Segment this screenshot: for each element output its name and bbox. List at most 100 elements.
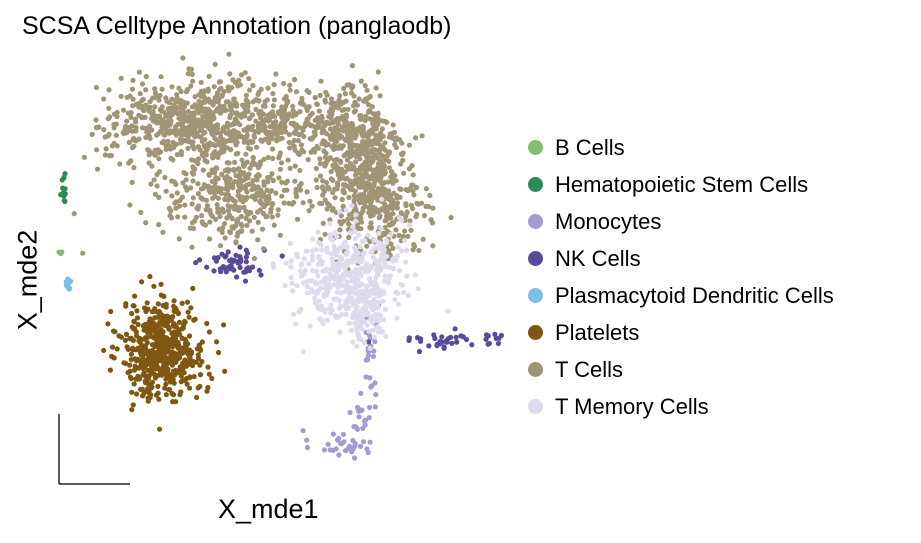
data-point xyxy=(141,336,147,342)
data-point xyxy=(338,213,344,219)
data-point xyxy=(147,127,153,133)
data-point xyxy=(154,172,160,178)
data-point xyxy=(385,205,391,211)
data-point xyxy=(261,179,267,185)
data-point xyxy=(364,283,370,290)
data-point xyxy=(253,106,259,113)
data-point xyxy=(227,229,233,235)
data-point xyxy=(379,328,386,334)
data-point xyxy=(421,213,428,219)
data-point xyxy=(271,97,277,103)
data-point xyxy=(244,222,250,228)
data-point xyxy=(343,119,349,125)
data-point xyxy=(168,121,174,127)
data-point xyxy=(135,376,141,382)
data-point xyxy=(163,188,169,194)
data-point xyxy=(204,97,210,103)
data-point xyxy=(158,349,164,356)
data-point xyxy=(352,218,359,224)
data-point xyxy=(277,127,283,133)
data-point xyxy=(334,124,340,130)
data-point xyxy=(161,359,167,365)
data-point xyxy=(137,91,143,97)
data-point xyxy=(271,82,277,88)
data-point xyxy=(385,179,391,185)
data-point xyxy=(281,80,287,87)
data-point xyxy=(166,109,173,115)
data-point xyxy=(355,226,361,232)
data-point xyxy=(189,362,196,369)
data-point xyxy=(174,152,180,158)
data-point xyxy=(383,213,390,219)
data-point xyxy=(183,177,189,183)
data-point xyxy=(188,83,194,89)
legend-item-b-cells: B Cells xyxy=(528,129,834,166)
data-point xyxy=(151,283,157,289)
data-point xyxy=(169,349,175,355)
data-point xyxy=(452,326,458,332)
data-point xyxy=(237,244,243,250)
data-point xyxy=(441,344,447,350)
data-point xyxy=(135,356,141,362)
data-point xyxy=(232,80,239,86)
data-point xyxy=(153,392,159,398)
series-t-cells xyxy=(71,51,454,273)
data-point xyxy=(209,213,215,219)
data-point xyxy=(341,85,347,92)
data-point xyxy=(245,108,251,115)
data-point xyxy=(247,218,253,224)
data-point xyxy=(339,124,346,130)
data-point xyxy=(376,230,382,237)
data-point xyxy=(211,84,217,90)
data-point xyxy=(379,164,386,170)
data-point xyxy=(323,89,329,95)
data-point xyxy=(321,447,327,453)
data-point xyxy=(134,101,140,108)
data-point xyxy=(370,254,376,260)
data-point xyxy=(155,301,161,307)
data-point xyxy=(390,266,396,272)
data-point xyxy=(67,285,73,292)
data-point xyxy=(210,184,216,190)
data-point xyxy=(329,136,335,142)
data-point xyxy=(126,139,132,146)
data-point xyxy=(300,200,306,206)
data-point xyxy=(358,298,364,304)
data-point xyxy=(364,322,370,328)
data-point xyxy=(371,167,377,173)
data-point xyxy=(197,372,204,378)
data-point xyxy=(197,118,204,124)
data-point xyxy=(353,284,359,290)
data-point xyxy=(140,356,146,362)
data-point xyxy=(312,299,318,306)
scatter-points xyxy=(56,51,504,461)
data-point xyxy=(328,169,334,175)
data-point xyxy=(289,201,295,207)
data-point xyxy=(102,152,108,158)
data-point xyxy=(382,231,388,237)
data-point xyxy=(198,134,204,140)
data-point xyxy=(405,233,411,239)
data-point xyxy=(122,360,129,366)
data-point xyxy=(296,131,302,138)
data-point xyxy=(255,209,261,215)
data-point xyxy=(281,200,287,206)
legend-label: Plasmacytoid Dendritic Cells xyxy=(555,282,834,308)
data-point xyxy=(247,146,253,152)
data-point xyxy=(170,322,177,328)
data-point xyxy=(297,167,303,174)
data-point xyxy=(156,156,162,162)
data-point xyxy=(356,289,362,295)
data-point xyxy=(354,304,360,310)
data-point xyxy=(355,313,361,319)
data-point xyxy=(147,99,153,105)
data-point xyxy=(406,335,412,341)
data-point xyxy=(135,321,141,328)
data-point xyxy=(225,208,231,214)
data-point xyxy=(416,348,423,355)
data-point xyxy=(378,257,384,263)
data-point xyxy=(343,112,349,118)
data-point xyxy=(345,216,351,222)
data-point xyxy=(322,97,328,103)
data-point xyxy=(328,267,334,273)
